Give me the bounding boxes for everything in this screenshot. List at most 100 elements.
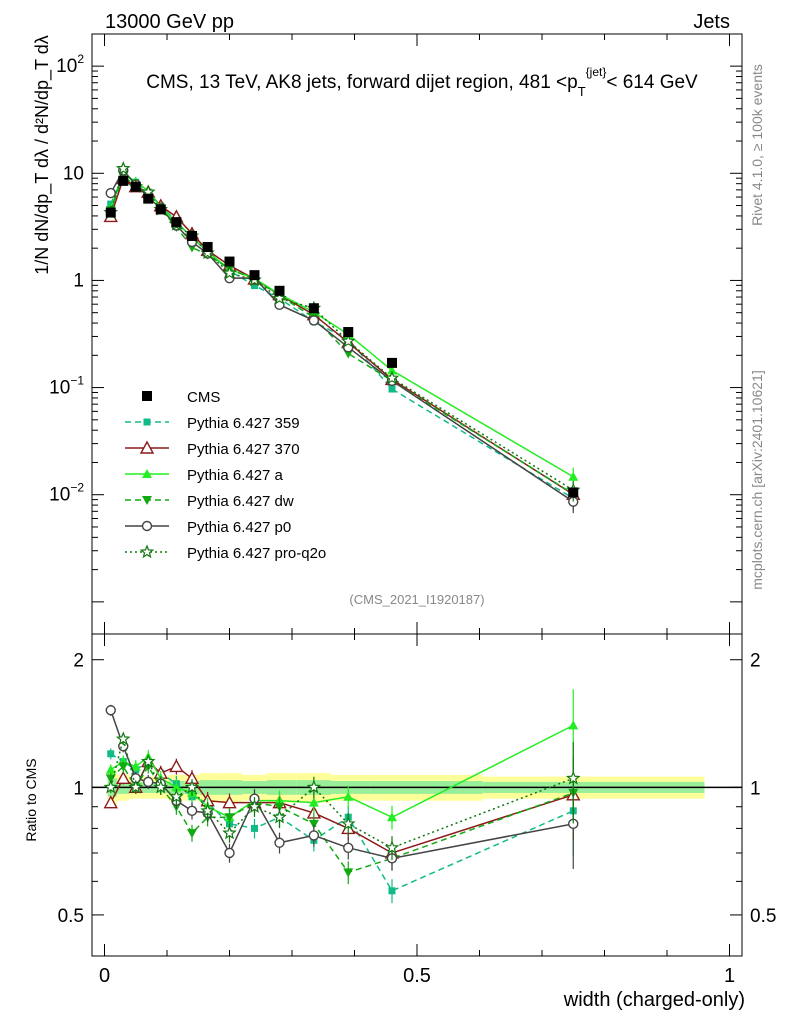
legend-label: Pythia 6.427 370 [187, 441, 300, 458]
cms-data-point [155, 204, 166, 215]
svg-text:1/N dN/dp_T dλ / d²N/dp_T dλ: 1/N dN/dp_T dλ / d²N/dp_T dλ [32, 35, 53, 274]
data-point-main [272, 290, 287, 305]
data-point-main [384, 370, 400, 385]
cms-data-point [568, 487, 579, 498]
legend-marker [142, 496, 152, 505]
legend-marker [143, 418, 151, 426]
chart-title-sup: {jet} [586, 65, 607, 79]
x-axis-label: width (charged-only) [563, 989, 745, 1011]
data-point-ratio [128, 779, 144, 794]
data-point-ratio [247, 799, 262, 813]
data-point-ratio [568, 720, 579, 730]
cms-data-point [118, 175, 129, 186]
legend-marker [139, 440, 155, 454]
data-point-ratio [274, 837, 285, 848]
data-point-main [251, 282, 258, 290]
data-point-main [105, 187, 116, 199]
legend-label: Pythia 6.427 p0 [187, 519, 291, 536]
data-point-ratio [103, 795, 118, 809]
data-point-ratio [272, 809, 287, 824]
chart-title: CMS, 13 TeV, AK8 jets, forward dijet reg… [146, 65, 698, 99]
x-tick-label: 1 [724, 965, 735, 987]
cms-data-point [249, 270, 260, 281]
legend-label: Pythia 6.427 a [187, 467, 284, 484]
x-tick-label: 0 [99, 965, 110, 987]
cms-data-point [105, 207, 116, 218]
legend-marker [139, 544, 155, 559]
x-tick-label: 0.5 [403, 965, 431, 987]
data-point-ratio [143, 776, 154, 788]
legend-marker [142, 469, 152, 478]
data-point-ratio [565, 770, 581, 785]
cms-data-point [343, 327, 354, 338]
chart-title-pre: CMS, 13 TeV, AK8 jets, forward dijet reg… [146, 72, 577, 93]
data-point-ratio [343, 842, 354, 853]
data-point-ratio [308, 819, 319, 829]
data-point-ratio [169, 789, 184, 803]
y-tick-exponent: −1 [70, 374, 84, 388]
chart-title-post: < 614 GeV [606, 72, 698, 93]
series-pythia-6-427-pro-q2o [103, 160, 581, 861]
data-point-ratio [306, 779, 322, 794]
data-point-ratio [103, 779, 119, 794]
y-tick-label-main: 10−2 [49, 481, 84, 506]
data-point-ratio [343, 868, 354, 878]
data-point-ratio [105, 764, 116, 774]
main-panel-frame [91, 33, 743, 635]
data-point-ratio [169, 759, 184, 773]
y-axis-label-ratio: Ratio to CMS [23, 758, 39, 841]
y-tick-label-ratio: 0.5 [58, 906, 84, 927]
legend-marker-cms [142, 391, 152, 401]
y-tick-label-main: 1 [73, 270, 84, 291]
rivet-caption: Rivet 4.1.0, ≥ 100k events [749, 64, 765, 226]
header-left: 13000 GeV pp [105, 11, 234, 33]
y-tick-label-ratio-right: 0.5 [750, 906, 776, 927]
data-point-ratio [387, 812, 397, 822]
data-point-ratio [187, 829, 197, 839]
data-point-ratio [115, 731, 131, 746]
data-point-ratio [251, 824, 258, 832]
legend-label: Pythia 6.427 359 [187, 415, 300, 432]
legend-label: Pythia 6.427 dw [187, 493, 294, 510]
legend-label: Pythia 6.427 pro-q2o [187, 545, 326, 562]
y-tick-exponent: −2 [70, 481, 84, 495]
data-point-main [308, 315, 320, 326]
y-tick-label-ratio: 2 [73, 651, 84, 672]
y-tick-label-ratio-right: 2 [750, 651, 761, 672]
analysis-id: (CMS_2021_I1920187) [349, 592, 484, 607]
data-point-ratio [222, 825, 237, 840]
cms-data-point [143, 193, 154, 204]
y-tick-exponent: 2 [77, 52, 84, 66]
data-point-ratio [200, 803, 215, 818]
y-tick-label-main: 10−1 [49, 374, 84, 399]
data-point-ratio [308, 830, 320, 841]
cms-data-point [308, 303, 319, 314]
data-point-main [387, 365, 397, 375]
cms-data-point [202, 242, 213, 253]
series-line-ratio [110, 753, 574, 892]
cms-data-point [387, 357, 397, 368]
y-tick-label-ratio-right: 1 [750, 778, 761, 799]
data-point-ratio [222, 795, 237, 809]
cms-data-point [171, 217, 182, 228]
data-point-main [222, 265, 237, 280]
y-tick-label-main: 10 [63, 163, 84, 184]
data-point-ratio [343, 791, 354, 801]
y-axis-label-main: 1/N dN/dp_T dλ / d²N/dp_T dλ [32, 35, 53, 274]
axes-layer: 0 0.5 1 10−2 10−1 1 10 102 0.5 0.5 1 1 2 2 [49, 33, 776, 987]
data-point-ratio [308, 797, 319, 807]
data-point-main [388, 385, 396, 393]
data-point-ratio [107, 750, 115, 758]
data-point-ratio [171, 782, 182, 792]
header-right: Jets [693, 11, 730, 33]
data-point-ratio [153, 779, 169, 794]
cms-data-point [224, 256, 235, 267]
cms-data-point [130, 181, 141, 192]
data-point-ratio [388, 887, 396, 895]
series-pythia-6-427-a [105, 169, 579, 830]
data-point-ratio [130, 761, 141, 771]
data-point-main [340, 333, 356, 348]
series-cms [105, 175, 579, 498]
series-line-ratio [110, 765, 574, 874]
data-point-ratio [105, 705, 116, 716]
